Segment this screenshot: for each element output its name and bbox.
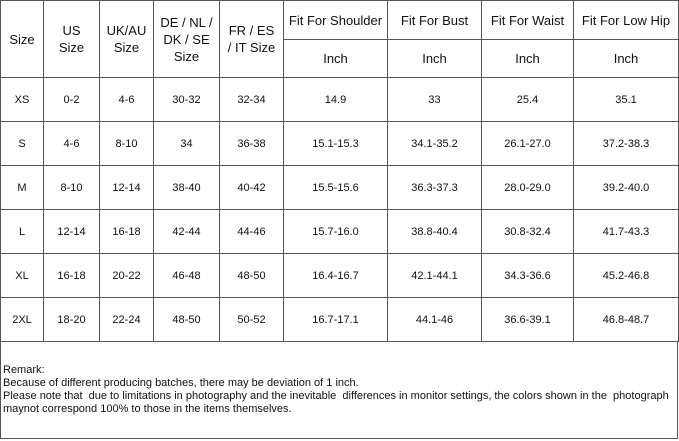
data-cell: XL [0,253,44,298]
data-row: XL 16-18 20-22 46-48 48-50 16.4-16.7 42.1-44.1… [0,253,679,298]
data-cell: S [0,121,44,166]
header-cell: Fit For Low Hip [573,0,679,40]
data-cell: 37.2-38.3 [573,121,679,166]
data-cell: 34 [153,121,220,166]
data-cell: 30.8-32.4 [481,209,574,254]
data-cell: 48-50 [219,253,284,298]
data-cell: 40-42 [219,165,284,210]
data-cell: 12-14 [99,165,154,210]
unit-cell: Inch [573,39,679,78]
header-text: Size [58,40,85,55]
header-cell: DE / NL / DK / SE Size [153,0,220,78]
data-cell: 15.1-15.3 [283,121,388,166]
data-cell: L [0,209,44,254]
data-cell: 38.8-40.4 [387,209,482,254]
header-text: Fit For Waist [490,12,565,28]
remark: Remark: Because of different producing b… [0,342,678,439]
data-cell: 16.4-16.7 [283,253,388,298]
remark-line: Because of different producing batches, … [3,377,359,389]
header-cell: Fit For Waist [481,0,574,40]
data-cell: 38-40 [153,165,220,210]
data-cell: 15.7-16.0 [283,209,388,254]
data-cell: 2XL [0,297,44,342]
data-cell: 36.6-39.1 [481,297,574,342]
header-text: Size [173,48,200,64]
data-cell: 34.3-36.6 [481,253,574,298]
data-cell: 32-34 [219,77,284,122]
data-cell: 41.7-43.3 [573,209,679,254]
data-cell: 33 [387,77,482,122]
data-cell: 8-10 [43,165,100,210]
data-cell: 42.1-44.1 [387,253,482,298]
unit-cell: Inch [283,39,388,78]
header-text: DK / SE [163,31,210,47]
data-cell: 4-6 [43,121,100,166]
data-cell: 36.3-37.3 [387,165,482,210]
header-text: DE / NL / [160,14,213,30]
data-cell: 36-38 [219,121,284,166]
header-cell: US Size [43,0,100,78]
header-text: US [62,23,81,38]
data-cell: 4-6 [99,77,154,122]
unit-row: Inch Inch Inch Inch [1,39,679,78]
data-cell: 48-50 [153,297,220,342]
data-cell: 39.2-40.0 [573,165,679,210]
remark-line: Please note that due to limitations in p… [3,390,672,415]
data-cell: 20-22 [99,253,154,298]
data-cell: M [0,165,44,210]
header-text: Size [113,40,140,55]
data-cell: 14.9 [283,77,388,122]
data-cell: 45.2-46.8 [573,253,679,298]
data-cell: 42-44 [153,209,220,254]
remark-title: Remark: [3,364,45,376]
header-cell: Fit For Bust [387,0,482,40]
unit-cell: Inch [387,39,482,78]
header-text: Fit For Low Hip [581,12,671,28]
unit-cell: Inch [481,39,574,78]
header-text: Size [9,31,35,47]
size-table: Size US Size UK/AU Size DE / NL / DK / SE Size F… [0,0,679,342]
header-cell: UK/AU Size [99,0,154,78]
data-cell: 18-20 [43,297,100,342]
data-cell: 30-32 [153,77,220,122]
data-cell: 46-48 [153,253,220,298]
data-cell: 0-2 [43,77,100,122]
header-text: / IT Size [227,40,276,55]
data-cell: 22-24 [99,297,154,342]
header-text: Fit For Shoulder [288,12,383,28]
data-row: L 12-14 16-18 42-44 44-46 15.7-16.0 38.8-40.4 3… [0,209,679,254]
header-text: FR / ES [228,23,275,38]
data-row: S 4-6 8-10 34 36-38 15.1-15.3 34.1-35.2 26.1-27… [0,121,679,166]
data-cell: 15.5-15.6 [283,165,388,210]
data-cell: 8-10 [99,121,154,166]
data-cell: 50-52 [219,297,284,342]
header-cell: Size [0,0,44,78]
data-cell: 16.7-17.1 [283,297,388,342]
data-row: 2XL 18-20 22-24 48-50 50-52 16.7-17.1 44.1-46 3… [0,297,679,342]
data-cell: 44.1-46 [387,297,482,342]
data-row: XS 0-2 4-6 30-32 32-34 14.9 33 25.4 35.1 [0,77,679,122]
data-cell: 12-14 [43,209,100,254]
data-cell: 35.1 [573,77,679,122]
header-text: UK/AU [106,23,147,38]
data-cell: 26.1-27.0 [481,121,574,166]
data-cell: 46.8-48.7 [573,297,679,342]
data-cell: 44-46 [219,209,284,254]
data-cell: 16-18 [99,209,154,254]
header-text: Fit For Bust [400,12,469,28]
data-cell: 28.0-29.0 [481,165,574,210]
header-cell: FR / ES / IT Size [219,0,284,78]
data-cell: 34.1-35.2 [387,121,482,166]
header-cell: Fit For Shoulder [283,0,388,40]
header-row: Size US Size UK/AU Size DE / NL / DK / SE Size F… [0,0,679,78]
data-row: M 8-10 12-14 38-40 40-42 15.5-15.6 36.3-37.3 28… [0,165,679,210]
data-cell: 16-18 [43,253,100,298]
data-cell: XS [0,77,44,122]
data-cell: 25.4 [481,77,574,122]
